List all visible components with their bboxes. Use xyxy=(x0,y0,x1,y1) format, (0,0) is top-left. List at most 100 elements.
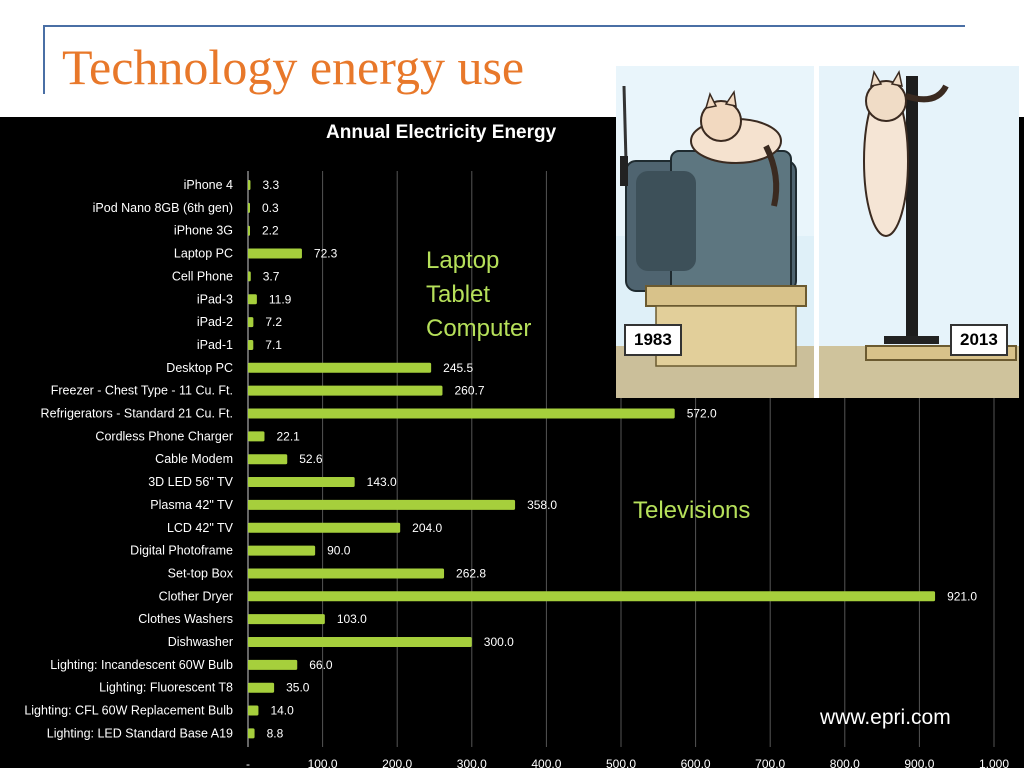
annotation-computer: Computer xyxy=(426,315,532,342)
category-label: iPad-1 xyxy=(197,338,233,352)
value-label: 7.1 xyxy=(265,338,282,352)
flat-tv-icon xyxy=(884,76,939,344)
x-tick-label: 500.0 xyxy=(606,757,636,768)
cat-icon-left xyxy=(690,89,782,207)
bar xyxy=(248,614,325,625)
value-label: 11.9 xyxy=(269,292,292,306)
bar xyxy=(248,568,445,579)
bar xyxy=(248,728,255,739)
category-label: iPhone 4 xyxy=(184,178,233,192)
category-label: Freezer - Chest Type - 11 Cu. Ft. xyxy=(51,384,233,398)
bar xyxy=(248,408,675,419)
value-label: 66.0 xyxy=(309,658,333,672)
value-label: 103.0 xyxy=(337,612,367,626)
value-label: 72.3 xyxy=(314,247,338,261)
category-label: iPad-2 xyxy=(197,315,233,329)
bar xyxy=(248,637,472,647)
category-label: iPad-3 xyxy=(197,292,233,306)
value-label: 260.7 xyxy=(454,384,484,398)
value-label: 35.0 xyxy=(286,681,310,695)
x-tick-label: 200.0 xyxy=(382,757,412,768)
value-label: 0.3 xyxy=(262,201,279,215)
bar xyxy=(248,477,355,488)
category-label: Desktop PC xyxy=(166,361,233,375)
cat-icon-right xyxy=(863,69,949,237)
value-labels: 3.3 0.3 2.2 72.3 3.7 11.9 7.2 7.1 245.5 260.7 572.… xyxy=(262,178,977,740)
year-label-2013: 2013 xyxy=(950,324,1008,356)
bar xyxy=(248,294,257,305)
x-tick-label: 400.0 xyxy=(531,757,561,768)
annotation-tablet: Tablet xyxy=(426,281,491,308)
value-label: 3.3 xyxy=(262,178,279,192)
category-label: Cell Phone xyxy=(172,269,233,283)
bar xyxy=(248,180,251,190)
category-label: Plasma 42" TV xyxy=(150,498,233,512)
bar-chart: iPhone 4 iPod Nano 8GB (6th gen) iPhone 3G… xyxy=(24,122,1009,768)
value-label: 14.0 xyxy=(270,704,294,718)
category-label: iPod Nano 8GB (6th gen) xyxy=(93,201,233,215)
category-label: Clothes Washers xyxy=(138,612,233,626)
x-tick-label: 300.0 xyxy=(457,757,487,768)
category-label: LCD 42" TV xyxy=(167,521,234,535)
x-tick-label: 1,000 xyxy=(979,757,1009,768)
value-label: 2.2 xyxy=(262,224,279,238)
slide-title: Technology energy use xyxy=(62,39,525,95)
title-top-rule xyxy=(43,25,965,27)
category-label: Lighting: CFL 60W Replacement Bulb xyxy=(24,704,233,718)
bar xyxy=(248,271,251,282)
value-label: 358.0 xyxy=(527,498,557,512)
bar xyxy=(248,682,275,693)
category-label: Lighting: Incandescent 60W Bulb xyxy=(50,658,233,672)
value-label: 22.1 xyxy=(276,429,300,443)
year-label-1983: 1983 xyxy=(624,324,682,356)
category-labels: iPhone 4 iPod Nano 8GB (6th gen) iPhone 3G… xyxy=(24,178,233,740)
bar xyxy=(248,431,265,442)
source-credit: www.epri.com xyxy=(820,706,951,729)
category-label: Cordless Phone Charger xyxy=(95,429,233,443)
bar xyxy=(248,225,250,236)
bar xyxy=(248,385,443,396)
category-label: Lighting: Fluorescent T8 xyxy=(99,681,233,695)
bar xyxy=(248,522,401,533)
category-label: 3D LED 56" TV xyxy=(148,475,233,489)
x-tick-label: 100.0 xyxy=(308,757,338,768)
bar xyxy=(248,591,936,602)
value-label: 7.2 xyxy=(265,315,282,329)
bar xyxy=(248,705,259,716)
value-label: 572.0 xyxy=(687,407,717,421)
title-left-rule xyxy=(43,26,45,94)
value-label: 143.0 xyxy=(367,475,397,489)
bar xyxy=(248,454,288,465)
category-label: Refrigerators - Standard 21 Cu. Ft. xyxy=(41,407,233,421)
value-label: 921.0 xyxy=(947,589,977,603)
bars xyxy=(248,180,936,739)
category-label: Digital Photoframe xyxy=(130,544,233,558)
value-label: 204.0 xyxy=(412,521,442,535)
category-label: iPhone 3G xyxy=(174,224,233,238)
value-label: 52.6 xyxy=(299,452,323,466)
value-label: 90.0 xyxy=(327,544,351,558)
annotation-laptop: Laptop xyxy=(426,247,500,274)
x-tick-label: 700.0 xyxy=(755,757,785,768)
laptop-group-annotation: Laptop Tablet Computer xyxy=(426,244,531,346)
bar xyxy=(248,317,254,328)
value-label: 245.5 xyxy=(443,361,473,375)
category-label: Cable Modem xyxy=(155,452,233,466)
category-label: Clother Dryer xyxy=(159,589,233,603)
x-tick-label: 900.0 xyxy=(904,757,934,768)
value-label: 3.7 xyxy=(263,269,280,283)
value-label: 300.0 xyxy=(484,635,514,649)
value-label: 8.8 xyxy=(267,726,284,740)
bar xyxy=(248,362,432,373)
televisions-annotation: Televisions xyxy=(633,497,751,524)
x-tick-label: - xyxy=(246,757,250,768)
bar xyxy=(248,545,316,556)
bar xyxy=(248,339,254,350)
category-label: Lighting: LED Standard Base A19 xyxy=(47,726,233,740)
x-tick-label: 800.0 xyxy=(830,757,860,768)
category-label: Laptop PC xyxy=(174,247,233,261)
category-label: Dishwasher xyxy=(168,635,233,649)
category-label: Set-top Box xyxy=(168,566,234,580)
chart-title: Annual Electricity Energy xyxy=(326,122,557,143)
x-tick-label: 600.0 xyxy=(681,757,711,768)
